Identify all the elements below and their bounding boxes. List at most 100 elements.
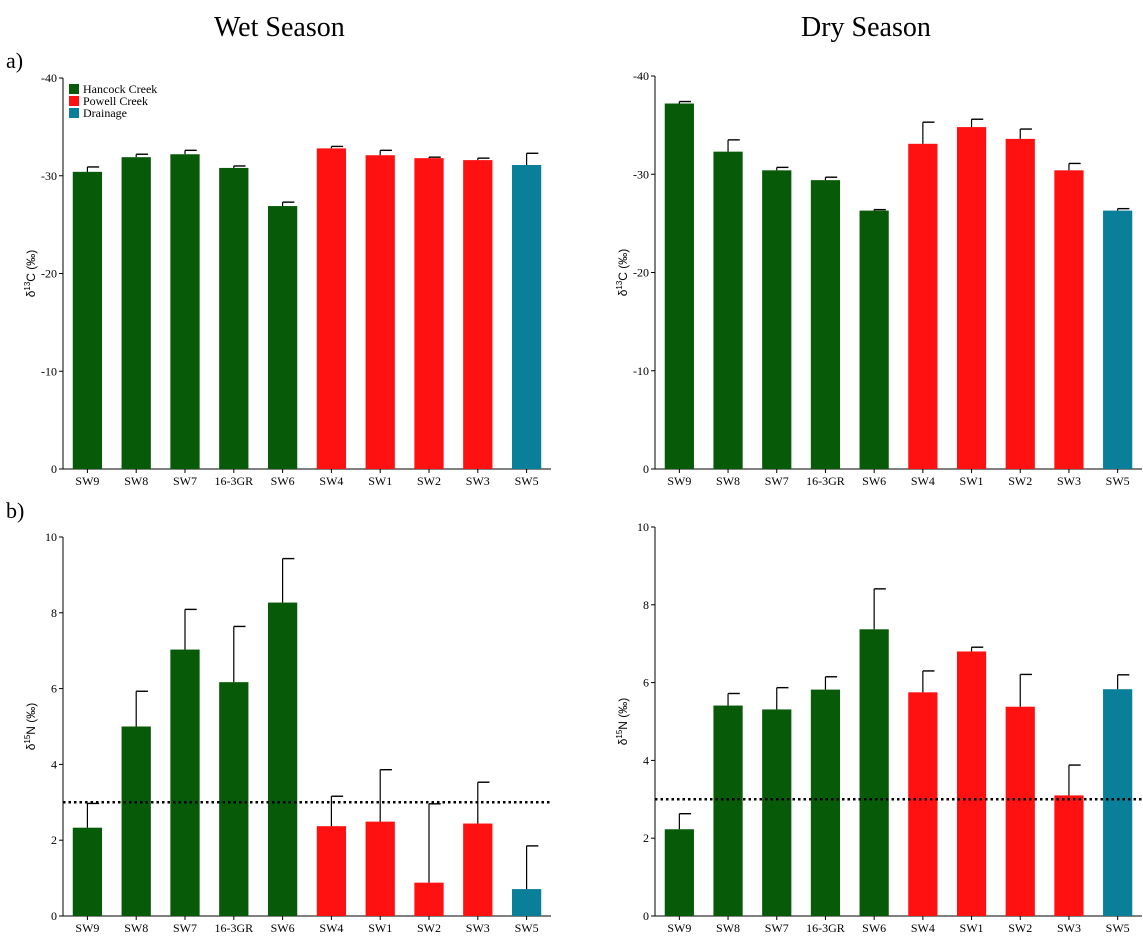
x-tick-label: SW6 [271, 474, 295, 488]
bar [463, 160, 493, 470]
bar [219, 682, 249, 916]
x-tick-label: SW1 [368, 474, 392, 488]
bar [365, 821, 395, 916]
legend-swatch [69, 96, 79, 106]
y-axis-label: δ15N (‰) [615, 698, 630, 746]
x-tick-label: SW2 [417, 921, 441, 935]
bar [664, 103, 694, 469]
x-tick-label: 16-3GR [214, 474, 253, 488]
bar [414, 158, 444, 469]
bar [1103, 210, 1133, 470]
x-tick-label: SW1 [960, 921, 984, 935]
x-tick-label: SW3 [1057, 921, 1081, 935]
legend-label: Hancock Creek [83, 82, 157, 96]
bar [1054, 170, 1084, 469]
bar [511, 164, 542, 469]
bar [365, 155, 395, 469]
x-tick-label: SW5 [515, 921, 539, 935]
x-tick-label: SW3 [1057, 474, 1081, 488]
y-axis-label: δ13C (‰) [615, 249, 630, 297]
y-axis-label: δ15N (‰) [23, 703, 38, 751]
bar [1005, 138, 1035, 469]
x-tick-label: SW3 [466, 921, 490, 935]
x-tick-label: SW4 [319, 474, 343, 488]
y-tick-label: 2 [51, 833, 57, 847]
bar [72, 827, 103, 916]
x-tick-label: SW5 [1106, 921, 1130, 935]
y-tick-label: -20 [41, 267, 57, 281]
bar [121, 726, 151, 916]
bar [316, 148, 347, 469]
x-tick-label: SW2 [1008, 474, 1032, 488]
x-tick-label: SW2 [1008, 921, 1032, 935]
x-tick-label: 16-3GR [806, 921, 845, 935]
bar [956, 127, 987, 469]
y-tick-label: 4 [51, 757, 57, 771]
x-tick-label: 16-3GR [806, 474, 845, 488]
x-tick-label: SW8 [716, 474, 740, 488]
x-tick-label: SW4 [319, 921, 343, 935]
legend-swatch [69, 108, 79, 118]
panel-label-a: a) [6, 48, 24, 73]
y-tick-label: -30 [633, 167, 649, 181]
bar [956, 651, 987, 916]
dry-season-title: Dry Season [801, 12, 931, 43]
bar [1005, 706, 1035, 916]
bar [219, 167, 249, 469]
bar [713, 151, 743, 469]
y-tick-label: 2 [643, 831, 649, 845]
y-tick-label: -40 [41, 71, 57, 85]
y-tick-label: -10 [41, 364, 57, 378]
bar [72, 171, 103, 469]
bar [511, 889, 542, 916]
x-tick-label: SW1 [960, 474, 984, 488]
y-tick-label: -30 [41, 169, 57, 183]
bar [859, 629, 889, 916]
x-tick-label: SW5 [1106, 474, 1130, 488]
bar [170, 154, 200, 469]
y-tick-label: 8 [643, 598, 649, 612]
x-tick-label: SW4 [911, 921, 935, 935]
x-tick-label: 16-3GR [214, 921, 253, 935]
y-tick-label: 6 [643, 676, 649, 690]
x-tick-label: SW8 [716, 921, 740, 935]
legend-label: Drainage [83, 106, 127, 120]
bar [664, 829, 694, 916]
x-tick-label: SW8 [124, 921, 148, 935]
x-tick-label: SW9 [667, 921, 691, 935]
bar [908, 143, 938, 470]
bar [1054, 795, 1084, 916]
x-tick-label: SW7 [173, 474, 197, 488]
bar [762, 170, 792, 469]
x-tick-label: SW9 [75, 921, 99, 935]
bar [267, 206, 298, 470]
bar [463, 823, 493, 916]
y-tick-label: 0 [51, 909, 57, 923]
x-tick-label: SW4 [911, 474, 935, 488]
legend-label: Powell Creek [83, 94, 148, 108]
bar [810, 689, 841, 916]
y-tick-label: 10 [45, 530, 57, 544]
x-tick-label: SW9 [667, 474, 691, 488]
x-tick-label: SW5 [515, 474, 539, 488]
panel-label-b: b) [6, 498, 25, 523]
y-tick-label: 6 [51, 682, 57, 696]
wet-season-title: Wet Season [214, 12, 345, 43]
x-tick-label: SW7 [765, 474, 789, 488]
y-tick-label: 4 [643, 753, 649, 767]
x-tick-label: SW7 [173, 921, 197, 935]
bar [316, 826, 347, 916]
x-tick-label: SW7 [765, 921, 789, 935]
y-tick-label: 0 [51, 462, 57, 476]
y-tick-label: 10 [637, 520, 649, 534]
x-tick-label: SW6 [862, 474, 886, 488]
bar [170, 649, 200, 916]
bar [908, 692, 938, 916]
bar [121, 157, 151, 470]
y-tick-label: -10 [633, 364, 649, 378]
x-tick-label: SW9 [75, 474, 99, 488]
bar [810, 180, 841, 469]
bar [762, 709, 792, 916]
y-tick-label: -40 [633, 69, 649, 83]
